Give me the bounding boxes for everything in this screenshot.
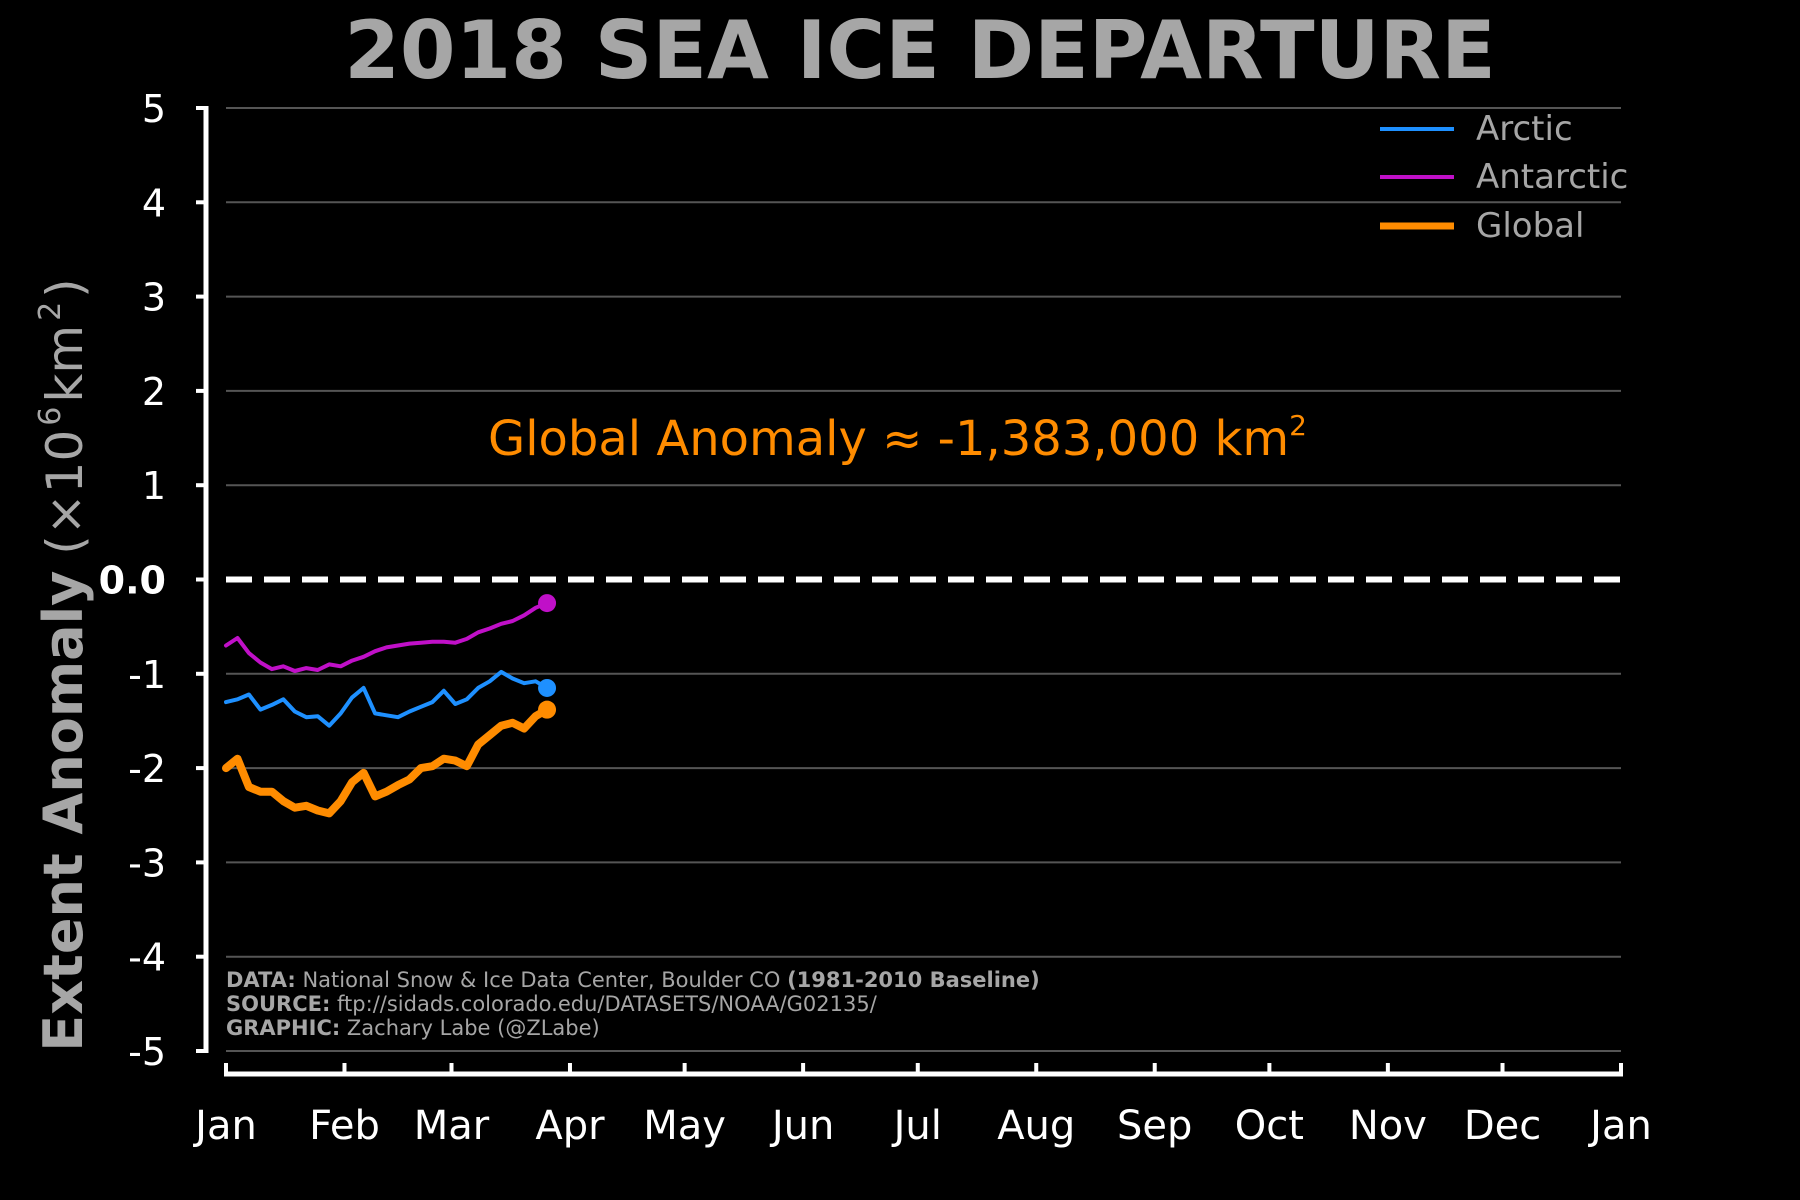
y-axis-label-unit-mid: km bbox=[36, 325, 94, 403]
x-tick-label: Aug bbox=[997, 1103, 1075, 1149]
x-tick-label: Jun bbox=[769, 1103, 835, 1149]
y-axis-label-unit-exp2: 2 bbox=[33, 302, 68, 321]
y-tick-label: 5 bbox=[142, 87, 166, 131]
series-endpoint-global bbox=[538, 700, 557, 719]
legend-label-global: Global bbox=[1476, 206, 1584, 246]
credit-graphic: GRAPHIC: Zachary Labe (@ZLabe) bbox=[226, 1016, 600, 1040]
x-tick-label: Nov bbox=[1349, 1103, 1427, 1149]
credit-source-label: SOURCE: bbox=[226, 992, 330, 1016]
x-tick-label: Apr bbox=[535, 1103, 605, 1149]
series-line-arctic bbox=[224, 669, 549, 728]
y-axis-label-unit-suffix: ) bbox=[36, 278, 94, 298]
y-axis-label: Extent Anomaly (×10 6 km 2 ) bbox=[32, 278, 95, 1051]
y-axis-label-main: Extent Anomaly bbox=[32, 571, 95, 1052]
y-tick-label: 0.0 bbox=[99, 559, 166, 603]
credit-data-text: National Snow & Ice Data Center, Boulder… bbox=[296, 968, 787, 992]
y-tick-label: 1 bbox=[142, 464, 166, 508]
y-tick-label: -5 bbox=[128, 1030, 166, 1074]
legend-label-antarctic: Antarctic bbox=[1476, 157, 1628, 197]
y-tick-label: -1 bbox=[128, 653, 166, 697]
annotation-text: Global Anomaly ≈ -1,383,000 km bbox=[488, 411, 1289, 467]
y-tick-label: -2 bbox=[128, 747, 166, 791]
x-tick-label: Jan bbox=[192, 1103, 257, 1149]
x-tick-label: Feb bbox=[309, 1103, 380, 1149]
legend: Arctic Antarctic Global bbox=[1380, 109, 1628, 246]
y-tick-label: 3 bbox=[142, 276, 166, 320]
x-tick-label: Sep bbox=[1117, 1103, 1192, 1149]
credit-graphic-label: GRAPHIC: bbox=[226, 1016, 340, 1040]
y-tick-label: 2 bbox=[142, 370, 166, 414]
y-tick-labels: 5 4 3 2 1 0.0 -1 -2 -3 -4 -5 bbox=[99, 87, 166, 1074]
y-tick-label: 4 bbox=[142, 181, 166, 225]
x-tick-label: Dec bbox=[1464, 1103, 1541, 1149]
credit-data: DATA: National Snow & Ice Data Center, B… bbox=[226, 968, 1040, 992]
credits: DATA: National Snow & Ice Data Center, B… bbox=[226, 968, 1040, 1040]
y-axis-label-unit-exp: 6 bbox=[33, 407, 68, 426]
credit-graphic-text: Zachary Labe (@ZLabe) bbox=[340, 1016, 599, 1040]
axes bbox=[196, 106, 1623, 1077]
x-tick-label: Jan bbox=[1587, 1103, 1652, 1149]
x-tick-label: Oct bbox=[1235, 1103, 1304, 1149]
x-tick-label: May bbox=[643, 1103, 726, 1149]
series-endpoint-arctic bbox=[538, 678, 557, 697]
credit-source: SOURCE: ftp://sidads.colorado.edu/DATASE… bbox=[226, 992, 878, 1016]
series-endpoint-antarctic bbox=[538, 594, 557, 613]
x-tick-label: Mar bbox=[414, 1103, 490, 1149]
data-series bbox=[222, 594, 557, 818]
x-tick-labels: Jan Feb Mar Apr May Jun Jul Aug Sep Oct Nov Dec Jan bbox=[192, 1103, 1652, 1149]
global-anomaly-annotation: Global Anomaly ≈ -1,383,000 km2 bbox=[488, 409, 1307, 467]
credit-data-baseline: (1981-2010 Baseline) bbox=[787, 968, 1040, 992]
y-tick-label: -4 bbox=[128, 936, 166, 980]
credit-source-text: ftp://sidads.colorado.edu/DATASETS/NOAA/… bbox=[330, 992, 877, 1016]
series-line-global bbox=[222, 705, 551, 818]
series-line-antarctic bbox=[224, 601, 549, 673]
legend-label-arctic: Arctic bbox=[1476, 109, 1573, 149]
grid-lines bbox=[226, 107, 1621, 1052]
annotation-superscript: 2 bbox=[1289, 409, 1307, 442]
credit-data-label: DATA: bbox=[226, 968, 296, 992]
chart-title: 2018 SEA ICE DEPARTURE bbox=[344, 4, 1496, 97]
x-tick-label: Jul bbox=[891, 1103, 942, 1149]
y-axis-label-unit-prefix: (×10 bbox=[36, 430, 94, 555]
y-tick-label: -3 bbox=[128, 841, 166, 885]
